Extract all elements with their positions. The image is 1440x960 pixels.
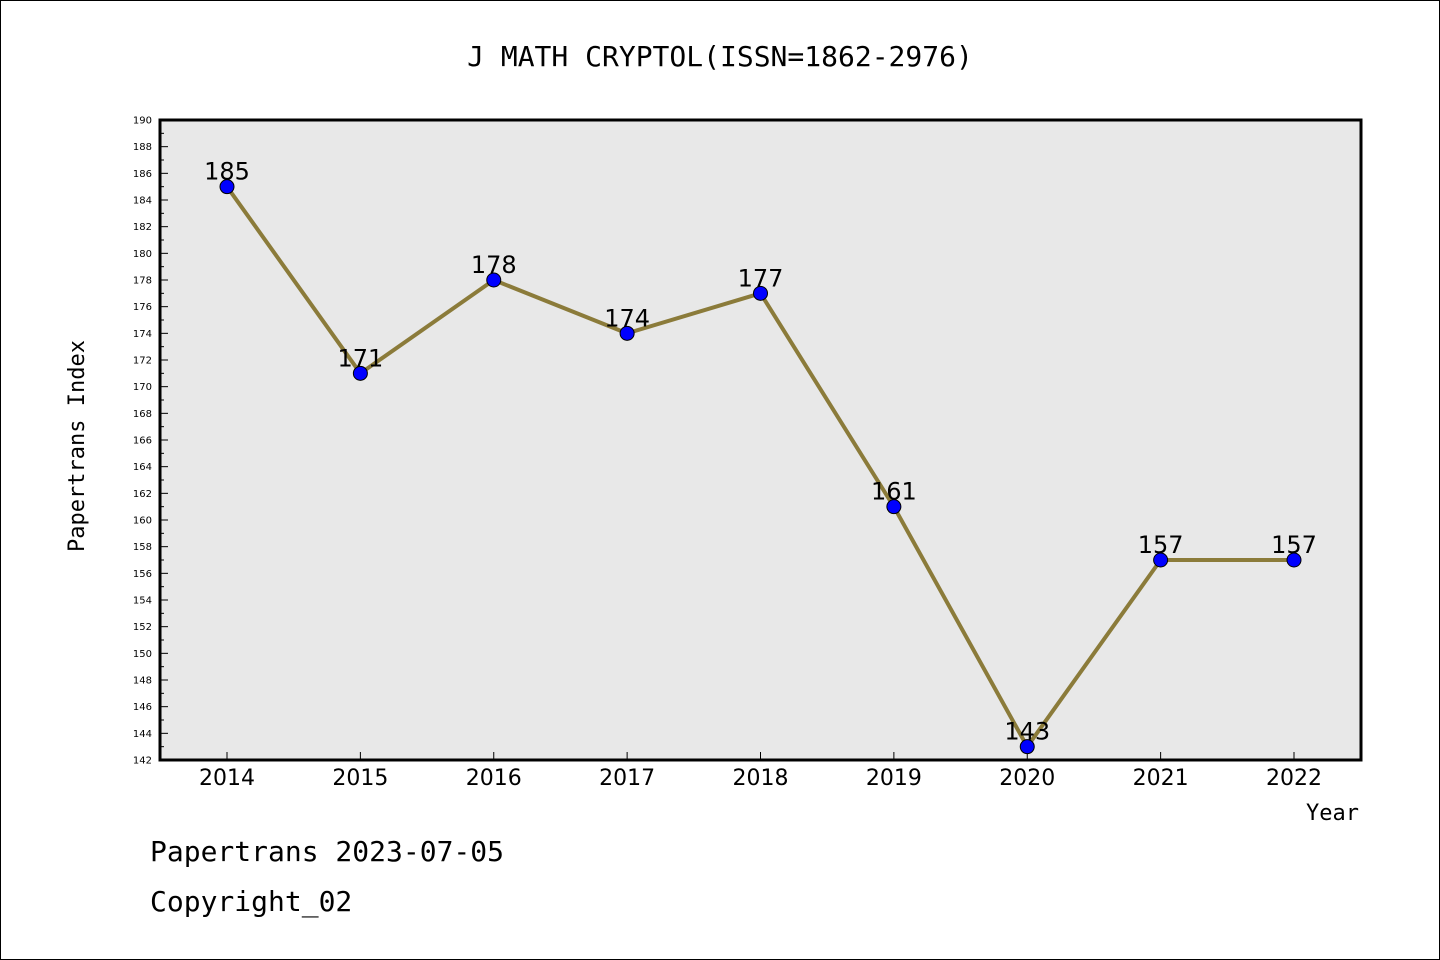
data-point	[1019, 739, 1035, 755]
y-tick-label: 142	[133, 756, 152, 767]
y-tick-label: 178	[133, 276, 152, 287]
data-label: 177	[738, 264, 784, 292]
data-label: 157	[1138, 531, 1184, 559]
y-tick-label: 190	[133, 116, 152, 127]
data-label-layer: 185 171 178 174 177 161 143 157 157	[204, 158, 1317, 746]
x-axis-ticks: 2014 2015 2016 2017 2018 2019 2020 2021 2022	[199, 752, 1322, 791]
y-tick-label: 160	[133, 516, 152, 527]
y-tick-label: 166	[133, 436, 152, 447]
plot-area	[158, 118, 1363, 762]
y-axis-label: Papertrans Index	[65, 340, 90, 552]
footer-copyright: Copyright_02	[150, 885, 353, 918]
data-point	[753, 285, 768, 301]
data-point	[886, 499, 902, 515]
data-point	[486, 272, 502, 288]
data-label: 178	[471, 251, 517, 279]
y-tick-label: 172	[133, 356, 152, 367]
y-tick-label: 162	[133, 489, 152, 500]
x-tick-label: 2021	[1133, 766, 1189, 791]
x-tick-label: 2015	[332, 766, 388, 791]
data-point	[219, 179, 235, 195]
series-layer	[219, 179, 1302, 755]
y-tick-label: 146	[133, 702, 152, 713]
x-tick-label: 2020	[999, 766, 1055, 791]
y-tick-label: 168	[133, 409, 152, 420]
y-tick-label: 158	[133, 542, 152, 553]
data-label: 143	[1004, 718, 1050, 746]
data-label: 157	[1271, 531, 1317, 559]
y-tick-label: 170	[133, 382, 152, 393]
y-tick-label: 182	[133, 222, 152, 233]
y-tick-label: 186	[133, 169, 152, 180]
x-tick-label: 2019	[866, 766, 922, 791]
y-axis-ticks: 142 144 146 148 150 152 154 156 158 160 162 164 166 1…	[133, 116, 168, 767]
y-tick-label: 164	[133, 462, 152, 473]
y-tick-label: 180	[133, 249, 152, 260]
y-tick-label: 154	[133, 596, 152, 607]
y-tick-label: 174	[133, 329, 152, 340]
y-tick-label: 144	[133, 729, 152, 740]
y-tick-label: 148	[133, 676, 152, 687]
x-tick-label: 2022	[1266, 766, 1322, 791]
y-tick-label: 156	[133, 569, 152, 580]
y-tick-label: 188	[133, 142, 152, 153]
data-label: 185	[204, 158, 250, 186]
data-label: 171	[337, 344, 383, 372]
chart-title: J MATH CRYPTOL(ISSN=1862-2976)	[467, 40, 973, 73]
x-tick-label: 2014	[199, 766, 255, 791]
data-point	[1153, 552, 1169, 568]
x-tick-label: 2017	[599, 766, 655, 791]
data-point	[1286, 552, 1302, 568]
data-point	[619, 325, 635, 341]
y-tick-label: 150	[133, 649, 152, 660]
y-tick-label: 184	[133, 196, 152, 207]
data-label: 174	[604, 304, 650, 332]
y-tick-label: 152	[133, 622, 152, 633]
data-label: 161	[871, 478, 917, 506]
data-point	[352, 365, 368, 381]
footer-date: Papertrans 2023-07-05	[150, 835, 505, 868]
x-tick-label: 2018	[733, 766, 789, 791]
y-tick-label: 176	[133, 302, 152, 313]
x-tick-label: 2016	[466, 766, 522, 791]
x-axis-label: Year	[1306, 801, 1359, 826]
